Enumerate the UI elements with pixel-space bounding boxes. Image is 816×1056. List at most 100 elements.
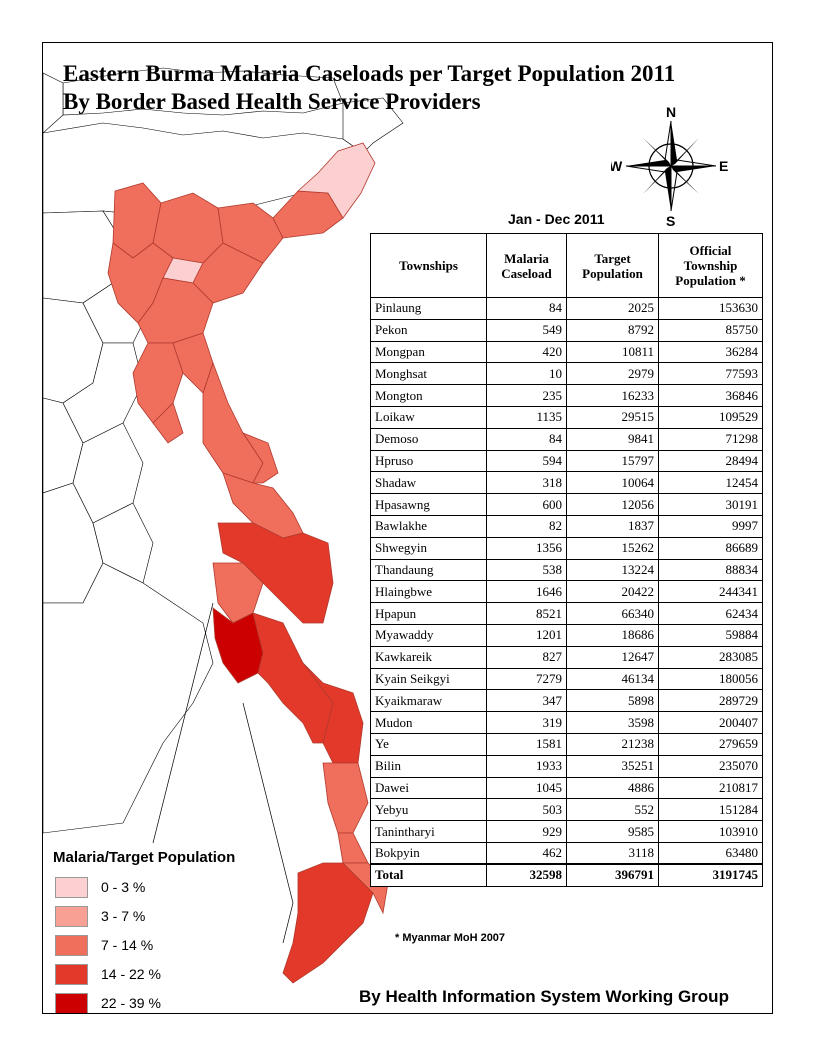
total-official: 3191745 [658, 863, 763, 887]
township-cell: Mudon [370, 711, 487, 734]
township-cell: Loikaw [370, 405, 487, 429]
official-cell: 109529 [658, 405, 763, 429]
caseload-cell: 549 [486, 318, 567, 342]
township-cell: Hlaingbwe [370, 580, 487, 604]
caseload-cell: 318 [486, 471, 567, 495]
township-region-south-4 [337, 832, 369, 864]
caseload-cell: 420 [486, 340, 567, 364]
table-row: Bokpyin 462 3118 63480 [370, 841, 763, 865]
township-cell: Kyain Seikgyi [370, 667, 487, 691]
official-cell: 88834 [658, 558, 763, 582]
official-cell: 103910 [658, 820, 763, 843]
township-cell: Dawei [370, 776, 487, 800]
official-cell: 279659 [658, 732, 763, 756]
township-cell: Kyaikmaraw [370, 689, 487, 713]
eastern-burma-townships [107, 142, 389, 984]
compass-w-label: W [611, 158, 623, 174]
table-row: Tanintharyi 929 9585 103910 [370, 820, 763, 843]
legend-item: 3 - 7 % [55, 906, 275, 930]
table-row: Bawlakhe 82 1837 9997 [370, 514, 763, 538]
table-row: Dawei 1045 4886 210817 [370, 776, 763, 800]
table-row: Hpapun 8521 66340 62434 [370, 602, 763, 625]
caseload-cell: 84 [486, 427, 567, 451]
target-cell: 15262 [566, 536, 659, 560]
official-cell: 77593 [658, 362, 763, 386]
official-cell: 235070 [658, 754, 763, 778]
caseload-cell: 84 [486, 297, 567, 320]
footnote: * Myanmar MoH 2007 [395, 932, 506, 944]
caseload-cell: 929 [486, 820, 567, 843]
target-cell: 552 [566, 798, 659, 822]
township-cell: Bilin [370, 754, 487, 778]
target-cell: 29515 [566, 405, 659, 429]
map-title-line1: Eastern Burma Malaria Caseloads per Targ… [63, 61, 676, 86]
township-region-mid-5 [202, 361, 264, 484]
legend-swatch [55, 993, 88, 1013]
target-cell: 2979 [566, 362, 659, 386]
legend-label: 22 - 39 % [101, 995, 161, 1011]
official-cell: 71298 [658, 427, 763, 451]
target-cell: 21238 [566, 732, 659, 756]
caseload-cell: 10 [486, 362, 567, 386]
caseload-cell: 1646 [486, 580, 567, 604]
township-region-mid-6 [241, 432, 279, 484]
header-official: Official Township Population * [658, 233, 763, 298]
caseload-cell: 1581 [486, 732, 567, 756]
township-region-mid-4 [152, 402, 184, 444]
legend-item: 22 - 39 % [55, 993, 275, 1013]
target-cell: 10811 [566, 340, 659, 364]
township-region-south-5 [282, 862, 374, 984]
legend-item: 14 - 22 % [55, 964, 275, 988]
target-cell: 3598 [566, 711, 659, 734]
township-cell: Pekon [370, 318, 487, 342]
legend-label: 7 - 14 % [101, 937, 154, 953]
table-row: Pinlaung 84 2025 153630 [370, 297, 763, 320]
township-cell: Tanintharyi [370, 820, 487, 843]
caseload-cell: 7279 [486, 667, 567, 691]
legend-item: 0 - 3 % [55, 877, 275, 901]
legend-label: 3 - 7 % [101, 908, 146, 924]
caseload-cell: 1933 [486, 754, 567, 778]
table-row: Yebyu 503 552 151284 [370, 798, 763, 822]
township-cell: Myawaddy [370, 623, 487, 647]
township-cell: Hpapun [370, 602, 487, 625]
official-cell: 210817 [658, 776, 763, 800]
table-row: Kawkareik 827 12647 283085 [370, 645, 763, 669]
official-cell: 151284 [658, 798, 763, 822]
target-cell: 15797 [566, 449, 659, 473]
caseload-cell: 827 [486, 645, 567, 669]
township-cell: Pinlaung [370, 297, 487, 320]
official-cell: 244341 [658, 580, 763, 604]
township-cell: Hpasawng [370, 493, 487, 516]
header-townships: Townships [370, 233, 487, 298]
table-row: Pekon 549 8792 85750 [370, 318, 763, 342]
target-cell: 2025 [566, 297, 659, 320]
table-header-row: Townships Malaria Caseload Target Populati… [370, 233, 763, 298]
official-cell: 85750 [658, 318, 763, 342]
caseload-cell: 594 [486, 449, 567, 473]
township-cell: Ye [370, 732, 487, 756]
legend-label: 0 - 3 % [101, 879, 146, 895]
target-cell: 35251 [566, 754, 659, 778]
official-cell: 36846 [658, 384, 763, 407]
table-row: Bilin 1933 35251 235070 [370, 754, 763, 778]
legend-swatch [55, 935, 88, 956]
caseload-cell: 82 [486, 514, 567, 538]
total-label: Total [370, 863, 487, 887]
map-title-line2: By Border Based Health Service Providers [63, 89, 481, 114]
caseload-cell: 538 [486, 558, 567, 582]
target-cell: 8792 [566, 318, 659, 342]
township-cell: Shwegyin [370, 536, 487, 560]
township-cell: Bawlakhe [370, 514, 487, 538]
table-row: Kyaikmaraw 347 5898 289729 [370, 689, 763, 713]
table-row: Hpruso 594 15797 28494 [370, 449, 763, 473]
official-cell: 62434 [658, 602, 763, 625]
caseload-cell: 600 [486, 493, 567, 516]
legend-swatch [55, 964, 88, 985]
table-row: Shwegyin 1356 15262 86689 [370, 536, 763, 560]
target-cell: 12056 [566, 493, 659, 516]
township-cell: Shadaw [370, 471, 487, 495]
township-cell: Mongpan [370, 340, 487, 364]
table-row: Myawaddy 1201 18686 59884 [370, 623, 763, 647]
official-cell: 12454 [658, 471, 763, 495]
